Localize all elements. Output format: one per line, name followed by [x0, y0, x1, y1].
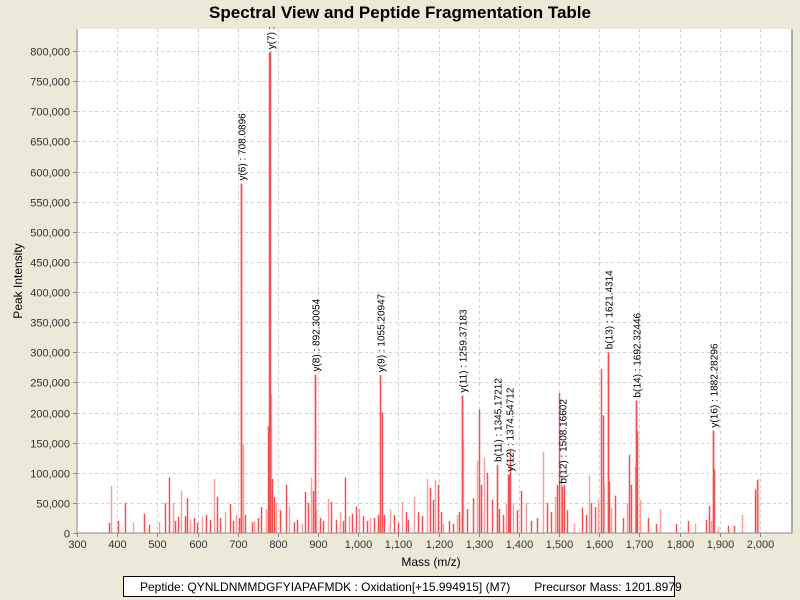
y-ticks: 0 50,000 100,000 150,000 200,000 250,000 300,0…	[30, 47, 77, 541]
grid	[77, 29, 792, 533]
y-axis-label: Peak Intensity	[11, 243, 25, 318]
x-ticks: 300 400 500 600 700 800 900 1,000 1,100 1,200 1,30…	[68, 533, 774, 551]
y-tick-label: 650,000	[30, 137, 70, 149]
peaks	[108, 52, 760, 533]
y-tick-label: 150,000	[30, 439, 70, 451]
y-tick-label: 700,000	[30, 107, 70, 119]
peak-annotation-label: y(7) :	[267, 26, 278, 49]
x-tick-label: 1,600	[586, 539, 614, 551]
x-tick-label: 2,000	[747, 539, 775, 551]
x-tick-label: 800	[269, 539, 287, 551]
y-tick-label: 0	[64, 529, 70, 541]
axes	[76, 29, 793, 534]
x-tick-label: 500	[148, 539, 166, 551]
peptide-info-box: Peptide: QYNLDNMMDGFYIAPAFMDK : Oxidatio…	[123, 576, 682, 597]
y-tick-label: 350,000	[30, 318, 70, 330]
peak-annotation-label: b(14) : 1692.32446	[633, 312, 644, 397]
x-tick-label: 600	[189, 539, 207, 551]
precursor-mass-text: Precursor Mass: 1201.8979	[534, 579, 682, 594]
x-tick-label: 1,800	[667, 539, 695, 551]
x-tick-label: 1,300	[466, 539, 494, 551]
y-tick-label: 450,000	[30, 258, 70, 270]
x-tick-label: 700	[229, 539, 247, 551]
y-tick-label: 800,000	[30, 47, 70, 59]
peak-annotation-label: b(11) : 1345.17212	[494, 378, 505, 462]
x-tick-label: 1,900	[707, 539, 735, 551]
spectrum-chart: 0 50,000 100,000 150,000 200,000 250,000 300,0…	[11, 26, 793, 569]
x-tick-label: 1,200	[426, 539, 454, 551]
peak-annotation-label: y(8) : 892.30054	[312, 298, 323, 371]
y-tick-label: 50,000	[36, 499, 70, 511]
x-tick-label: 900	[309, 539, 327, 551]
x-tick-label: 1,400	[506, 539, 534, 551]
peak-annotations: y(6) : 708.0896 y(7) : y(8) : 892.30054 y(9…	[238, 26, 721, 483]
y-tick-label: 100,000	[30, 469, 70, 481]
peak-annotation-label: y(11) : 1259.37183	[459, 309, 470, 393]
y-tick-label: 600,000	[30, 168, 70, 180]
chart-title: Spectral View and Peptide Fragmentation …	[209, 3, 591, 22]
y-tick-label: 200,000	[30, 409, 70, 421]
x-tick-label: 1,500	[546, 539, 574, 551]
y-tick-label: 250,000	[30, 378, 70, 390]
y-tick-label: 500,000	[30, 228, 70, 240]
peak-annotation-label: b(12) : 1508.16602	[559, 399, 570, 484]
peak-annotation-label: y(9) : 1055.20947	[377, 293, 388, 372]
x-tick-label: 300	[68, 539, 86, 551]
x-tick-label: 1,000	[345, 539, 373, 551]
y-tick-label: 750,000	[30, 77, 70, 89]
x-tick-label: 400	[108, 539, 126, 551]
peak-annotation-label: y(16) : 1882.28296	[710, 343, 721, 427]
plot-area	[77, 29, 792, 533]
peak-annotation-label: y(6) : 708.0896	[238, 113, 249, 181]
x-axis-label: Mass (m/z)	[401, 555, 460, 569]
y-tick-label: 300,000	[30, 348, 70, 360]
y-tick-label: 400,000	[30, 288, 70, 300]
peak-annotation-label: y(12) : 1374.54712	[506, 387, 517, 471]
x-tick-label: 1,700	[626, 539, 654, 551]
x-tick-label: 1,100	[385, 539, 413, 551]
peak-annotation-label: b(13) : 1621.4314	[605, 270, 616, 349]
y-tick-label: 550,000	[30, 198, 70, 210]
peptide-text: Peptide: QYNLDNMMDGFYIAPAFMDK : Oxidatio…	[140, 579, 511, 594]
